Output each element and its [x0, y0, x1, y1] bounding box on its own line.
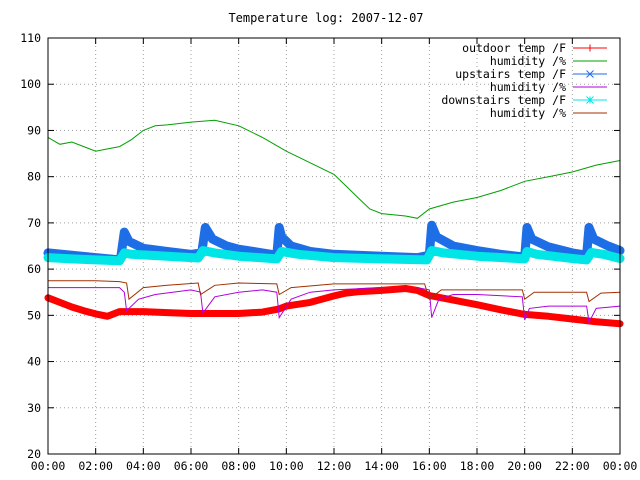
y-tick-label: 70	[27, 216, 41, 230]
x-tick-label: 14:00	[364, 459, 399, 473]
x-tick-label: 00:00	[603, 459, 638, 473]
legend-entry: upstairs temp /F	[455, 67, 607, 81]
legend-marker	[586, 44, 594, 52]
y-tick-label: 90	[27, 123, 41, 137]
x-tick-label: 04:00	[126, 459, 161, 473]
legend-label: upstairs temp /F	[455, 67, 566, 81]
x-tick-label: 20:00	[507, 459, 542, 473]
series-humidity-3-line	[48, 287, 621, 324]
y-tick-label: 80	[27, 170, 41, 184]
y-tick-label: 30	[27, 401, 41, 415]
x-tick-label: 22:00	[555, 459, 590, 473]
y-tick-label: 100	[20, 77, 41, 91]
x-tick-label: 16:00	[412, 459, 447, 473]
legend-label: humidity /%	[490, 54, 566, 68]
x-tick-label: 12:00	[317, 459, 352, 473]
series-humidity-1	[47, 119, 621, 219]
legend-label: humidity /%	[490, 80, 566, 94]
series-outdoor-temp-f-0-line	[47, 287, 621, 325]
legend-label: outdoor temp /F	[462, 41, 566, 55]
y-tick-label: 50	[27, 308, 41, 322]
series-upstairs-temp-f-2-line	[47, 225, 621, 261]
series-humidity-5	[48, 280, 621, 303]
legend-entry: outdoor temp /F	[462, 41, 607, 55]
series-humidity-5-line	[48, 280, 621, 303]
legend-label: downstairs temp /F	[441, 93, 566, 107]
legend-marker	[586, 96, 594, 104]
x-tick-label: 08:00	[221, 459, 256, 473]
series-outdoor-temp-f-0	[44, 285, 624, 328]
legend-entry: downstairs temp /F	[441, 93, 607, 107]
legend-label: humidity /%	[490, 106, 566, 120]
series-humidity-1-line	[47, 119, 621, 219]
x-tick-label: 06:00	[174, 459, 209, 473]
x-tick-label: 10:00	[269, 459, 304, 473]
legend-entry: humidity /%	[490, 80, 607, 94]
legend-marker	[586, 70, 594, 78]
y-tick-label: 60	[27, 262, 41, 276]
x-tick-label: 02:00	[78, 459, 113, 473]
series-humidity-3	[48, 287, 621, 324]
series-downstairs-temp-f-4-line	[47, 250, 621, 262]
legend-entry: humidity /%	[490, 106, 607, 120]
series-lines	[43, 119, 625, 328]
chart-title: Temperature log: 2007-12-07	[228, 11, 423, 25]
legend-entry: humidity /%	[490, 54, 607, 68]
series-downstairs-temp-f-4	[43, 246, 625, 266]
y-tick-label: 20	[27, 447, 41, 461]
y-tick-label: 40	[27, 355, 41, 369]
x-tick-label: 18:00	[460, 459, 495, 473]
x-tick-label: 00:00	[31, 459, 66, 473]
y-tick-label: 110	[20, 31, 41, 45]
axis-ticks: 20 30 40 50 60 70 80 90 100 110 00:00 02:00 04:00 06:…	[20, 31, 637, 473]
